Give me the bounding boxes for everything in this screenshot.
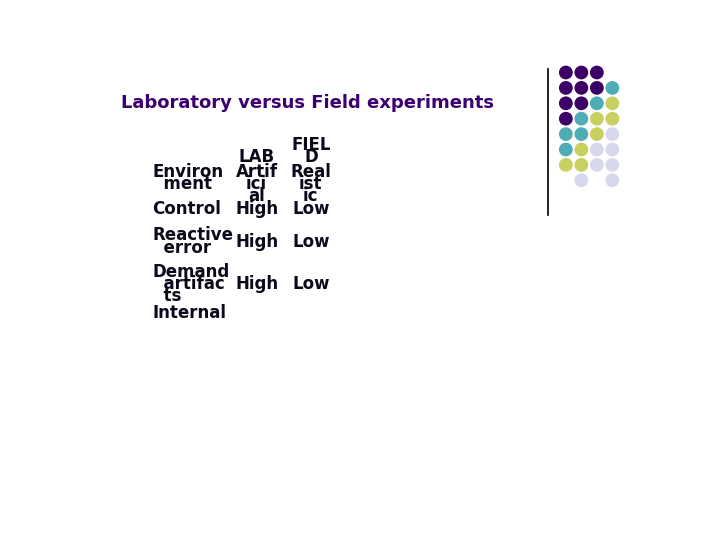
Circle shape bbox=[606, 97, 618, 110]
Circle shape bbox=[575, 66, 588, 79]
Circle shape bbox=[559, 143, 572, 156]
Circle shape bbox=[590, 159, 603, 171]
Text: Internal: Internal bbox=[152, 303, 226, 321]
Circle shape bbox=[575, 82, 588, 94]
Text: ic: ic bbox=[303, 187, 319, 205]
Text: ist: ist bbox=[299, 175, 323, 193]
Circle shape bbox=[559, 97, 572, 110]
Circle shape bbox=[590, 82, 603, 94]
Text: High: High bbox=[235, 233, 278, 251]
Text: FIEL: FIEL bbox=[291, 136, 330, 154]
Circle shape bbox=[606, 82, 618, 94]
Circle shape bbox=[606, 174, 618, 186]
Text: Control: Control bbox=[152, 200, 221, 218]
Circle shape bbox=[559, 112, 572, 125]
Circle shape bbox=[590, 143, 603, 156]
Text: High: High bbox=[235, 275, 278, 293]
Text: Low: Low bbox=[292, 275, 330, 293]
Circle shape bbox=[590, 112, 603, 125]
Circle shape bbox=[590, 66, 603, 79]
Text: ici: ici bbox=[246, 175, 267, 193]
Circle shape bbox=[559, 82, 572, 94]
Circle shape bbox=[606, 128, 618, 140]
Circle shape bbox=[606, 159, 618, 171]
Circle shape bbox=[590, 97, 603, 110]
Circle shape bbox=[575, 97, 588, 110]
Text: Reactive: Reactive bbox=[152, 226, 233, 245]
Circle shape bbox=[606, 112, 618, 125]
Text: Environ: Environ bbox=[152, 163, 223, 180]
Circle shape bbox=[559, 159, 572, 171]
Text: error: error bbox=[152, 239, 211, 257]
Circle shape bbox=[575, 112, 588, 125]
Text: Low: Low bbox=[292, 200, 330, 218]
Text: ment: ment bbox=[152, 175, 212, 193]
Text: Artif: Artif bbox=[235, 163, 278, 180]
Text: D: D bbox=[304, 148, 318, 166]
Circle shape bbox=[590, 128, 603, 140]
Circle shape bbox=[606, 143, 618, 156]
Text: LAB: LAB bbox=[238, 148, 275, 166]
Text: Laboratory versus Field experiments: Laboratory versus Field experiments bbox=[121, 94, 494, 112]
Text: ts: ts bbox=[152, 287, 181, 305]
Text: Real: Real bbox=[290, 163, 331, 180]
Text: Low: Low bbox=[292, 233, 330, 251]
Text: artifac: artifac bbox=[152, 275, 225, 293]
Text: High: High bbox=[235, 200, 278, 218]
Text: Demand: Demand bbox=[152, 262, 229, 281]
Circle shape bbox=[575, 159, 588, 171]
Text: al: al bbox=[248, 187, 265, 205]
Circle shape bbox=[575, 143, 588, 156]
Circle shape bbox=[559, 66, 572, 79]
Circle shape bbox=[559, 128, 572, 140]
Circle shape bbox=[575, 174, 588, 186]
Circle shape bbox=[575, 128, 588, 140]
